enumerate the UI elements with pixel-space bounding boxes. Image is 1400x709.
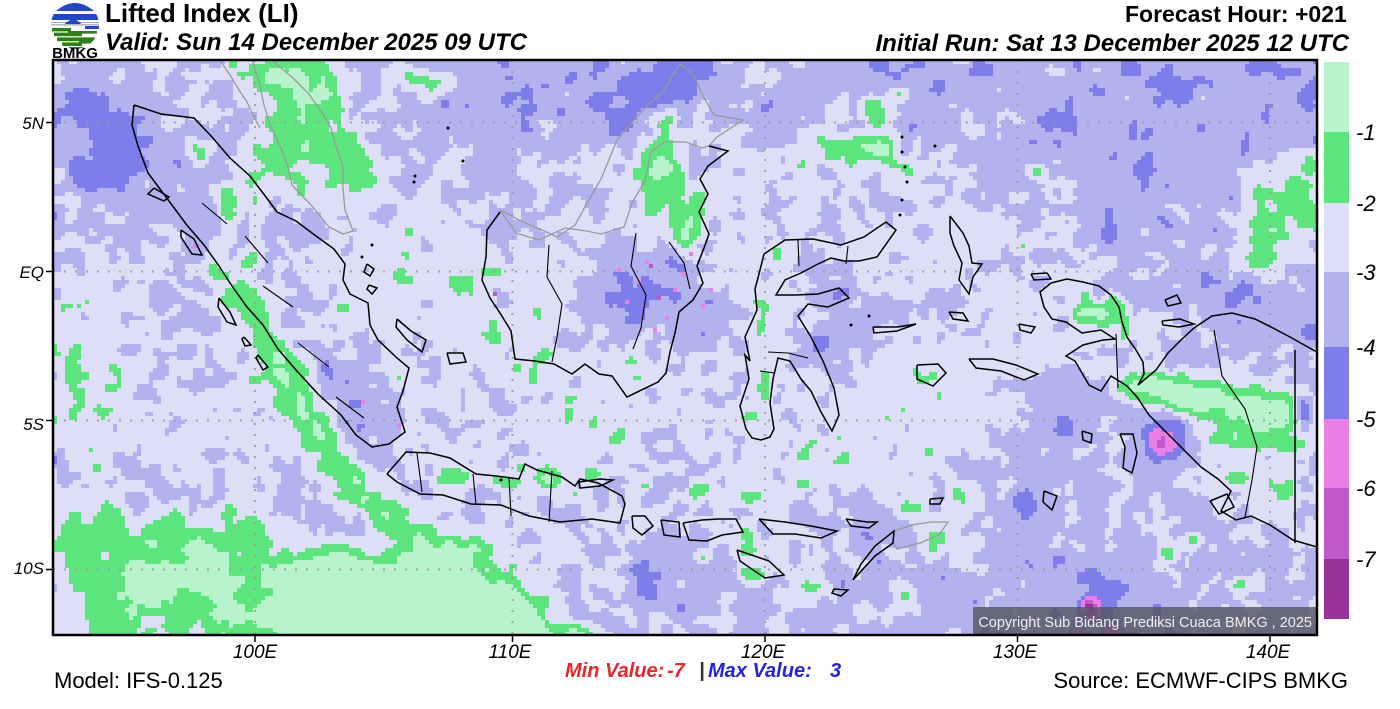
svg-text:120E: 120E [741,642,786,663]
svg-text:5S: 5S [23,415,44,434]
svg-text:Max Value:: Max Value: [708,660,812,682]
svg-text:-2: -2 [1356,191,1376,216]
svg-text:130E: 130E [993,642,1038,663]
svg-text:-7: -7 [1356,547,1376,572]
svg-text:5N: 5N [22,114,44,133]
svg-text:-4: -4 [1356,335,1376,360]
svg-text:140E: 140E [1246,642,1291,663]
svg-text:Min Value:: Min Value: [565,660,664,682]
svg-text:BMKG: BMKG [52,45,98,62]
svg-text:-3: -3 [1356,260,1376,285]
svg-text:Source: ECMWF-CIPS BMKG: Source: ECMWF-CIPS BMKG [1053,668,1348,693]
svg-text:110E: 110E [489,642,532,663]
svg-text:-7: -7 [667,660,686,682]
svg-text:Initial Run: Sat 13 December 2: Initial Run: Sat 13 December 2025 12 UTC [875,30,1349,57]
svg-text:|: | [699,660,705,682]
svg-text:3: 3 [830,660,841,682]
svg-text:EQ: EQ [19,263,44,282]
svg-text:Lifted Index (LI): Lifted Index (LI) [105,0,299,28]
svg-text:-6: -6 [1356,476,1376,501]
svg-text:-5: -5 [1356,407,1376,432]
svg-text:10S: 10S [14,559,45,578]
svg-text:100E: 100E [233,642,278,663]
svg-text:Model: IFS-0.125: Model: IFS-0.125 [54,668,223,693]
svg-text:Forecast Hour: +021: Forecast Hour: +021 [1125,1,1347,27]
svg-text:Copyright Sub Bidang Prediksi: Copyright Sub Bidang Prediksi Cuaca BMKG… [978,615,1312,631]
svg-text:-1: -1 [1356,120,1376,145]
svg-text:Valid: Sun 14 December 2025 09: Valid: Sun 14 December 2025 09 UTC [105,29,528,56]
